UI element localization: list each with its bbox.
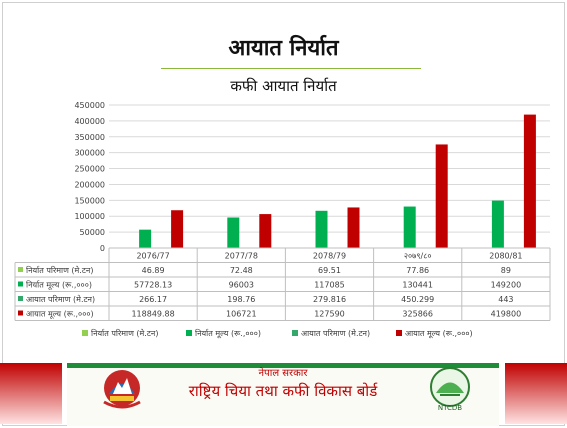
data-label: 130441 (402, 281, 433, 290)
data-label: 57728.13 (134, 281, 172, 290)
y-tick-label: 150000 (74, 196, 105, 205)
x-tick-label: 2076/77 (136, 252, 169, 261)
y-tick-label: 350000 (74, 133, 105, 142)
data-label: 89 (501, 266, 511, 275)
x-tick-label: 2077/78 (225, 252, 258, 261)
legend-swatch (292, 330, 298, 336)
data-label: 118849.88 (131, 310, 174, 319)
legend-swatch (82, 330, 88, 336)
table-series-name: निर्यात परिमाण (मे.टन) (26, 265, 93, 275)
data-label: 198.76 (227, 295, 255, 304)
chart-title: कफी आयात निर्यात (230, 77, 337, 95)
bar (403, 206, 416, 248)
legend-label: आयात परिमाण (मे.टन) (301, 328, 370, 338)
bar (491, 200, 504, 248)
legend-label: निर्यात परिमाण (मे.टन) (91, 328, 158, 338)
data-label: 77.86 (406, 266, 429, 275)
y-tick-label: 50000 (80, 228, 105, 237)
bar (523, 114, 536, 248)
y-tick-label: 100000 (74, 212, 105, 221)
bar (227, 217, 240, 248)
data-label: 117085 (314, 281, 345, 290)
left-red-panel (0, 363, 62, 424)
chart-svg: 0 50000 100000 150000 200000 250000 300000 3500… (14, 101, 551, 339)
data-label: 266.17 (139, 295, 167, 304)
data-label: 325866 (402, 310, 433, 319)
y-tick-label: 300000 (74, 149, 105, 158)
legend-key (18, 267, 23, 272)
ntcdb-logo-icon: NTCDB (430, 367, 470, 412)
y-tick-label: 400000 (74, 117, 105, 126)
legend-key (18, 281, 23, 287)
data-label: 69.51 (318, 266, 341, 275)
data-label: 46.89 (142, 266, 165, 275)
bar (435, 144, 448, 248)
legend-swatch (396, 330, 402, 336)
bar (259, 214, 272, 248)
y-tick-label: 200000 (74, 180, 105, 189)
legend-label: निर्यात मूल्य (रू.,०००) (195, 328, 261, 339)
y-tick-label: 450000 (74, 101, 105, 110)
legend-label: आयात मूल्य (रू.,०००) (405, 329, 473, 339)
legend-key (18, 310, 23, 316)
table-series-name: आयात परिमाण (मे.टन) (26, 294, 95, 304)
data-label: 72.48 (230, 266, 253, 275)
legend-swatch (186, 330, 192, 336)
govt-label: नेपाल सरकार (258, 368, 308, 379)
data-label: 419800 (491, 310, 522, 319)
nepal-emblem-icon (103, 370, 141, 409)
table-series-name: निर्यात मूल्य (रू.,०००) (26, 280, 92, 291)
ntcdb-logo-text: NTCDB (438, 404, 462, 412)
footer-green-strip (67, 363, 499, 368)
data-label: 279.816 (313, 295, 346, 304)
page-title: आयात निर्यात (228, 36, 339, 61)
data-label: 127590 (314, 310, 345, 319)
data-label: 443 (498, 295, 513, 304)
x-tick-label: 2080/81 (489, 252, 522, 261)
y-tick-label: 0 (100, 244, 105, 253)
data-label: 450.299 (401, 295, 434, 304)
bar (347, 207, 360, 248)
bar (171, 210, 184, 248)
x-tick-label: २०७९/८० (404, 252, 432, 261)
bar (315, 210, 328, 248)
x-tick-label: 2078/79 (313, 252, 346, 261)
data-label: 106721 (226, 310, 257, 319)
table-series-name: आयात मूल्य (रू.,०००) (26, 310, 94, 320)
bar (139, 229, 152, 248)
data-label: 96003 (229, 281, 254, 290)
right-red-panel (505, 363, 567, 424)
y-tick-label: 250000 (74, 165, 105, 174)
board-name: राष्ट्रिय चिया तथा कफी विकास बोर्ड (188, 382, 378, 400)
data-label: 149200 (491, 281, 522, 290)
title-underline (161, 68, 421, 69)
legend-key (18, 296, 23, 301)
